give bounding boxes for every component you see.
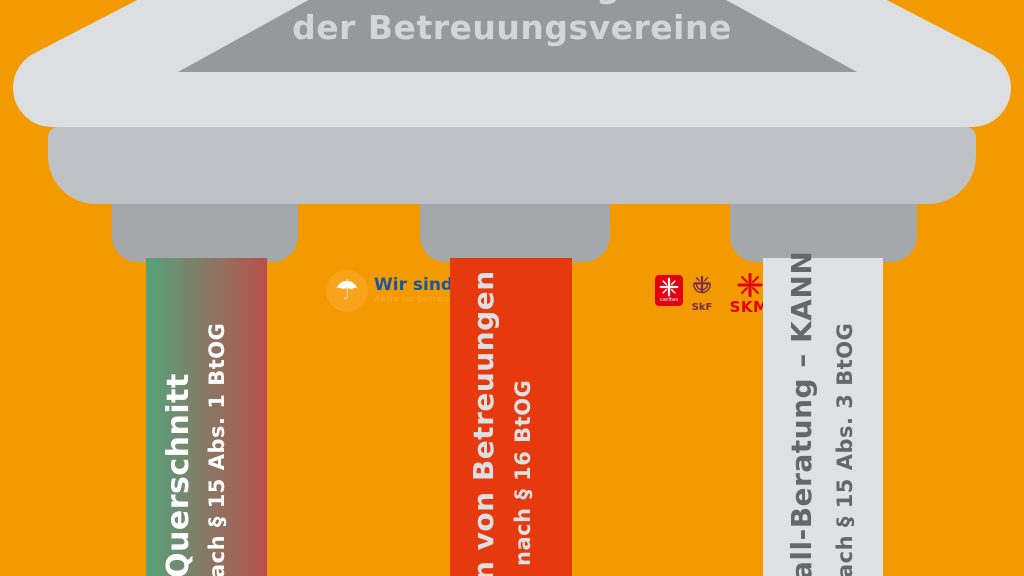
skm-flame-cross-icon (737, 272, 763, 298)
pillar-right-line2: ach § 15 Abs. 3 BtOG (833, 322, 857, 576)
pillar-left-line2: ach § 15 Abs. 1 BtOG (205, 322, 229, 576)
pillar-betreuungen (450, 258, 572, 576)
caritas-logo: caritas (655, 275, 683, 306)
temple-roof-graphic (13, 0, 1011, 127)
skf-logo: SkF (689, 275, 715, 313)
wir-sind-da-subtitle: Aktiv im Betreuungsverein (374, 294, 503, 305)
pediment-title-fragment: g (596, 0, 620, 7)
pillar-beratung (763, 258, 883, 576)
architrave-band: ☂ Wir sind da Aktiv im Betreuungsverein (48, 127, 976, 315)
pillar-left-line1: Querschnitt (161, 373, 196, 576)
umbrella-icon: ☂ (326, 270, 368, 312)
caritas-label: caritas (659, 297, 679, 303)
caritas-flame-cross-icon (659, 277, 679, 297)
skm-logo: SKM (722, 272, 776, 316)
pediment-title: der Betreuungsvereine (292, 8, 732, 47)
capital-middle (420, 204, 610, 262)
pediment-triangle (178, 0, 857, 72)
capital-left (112, 204, 298, 262)
umbrella-glyph: ☂ (334, 274, 360, 306)
pillar-middle-line2: nach § 16 BtOG (511, 379, 535, 566)
capital-right (730, 204, 917, 262)
pillar-middle-line1: n von Betreuungen (467, 270, 500, 576)
skf-flame-cross-icon (693, 275, 711, 294)
pillar-querschnitt (146, 258, 267, 576)
skm-label: SKM (729, 298, 769, 316)
skf-label: SkF (691, 302, 713, 313)
pillar-right-line1: all-Beratung – KANN (785, 250, 818, 576)
